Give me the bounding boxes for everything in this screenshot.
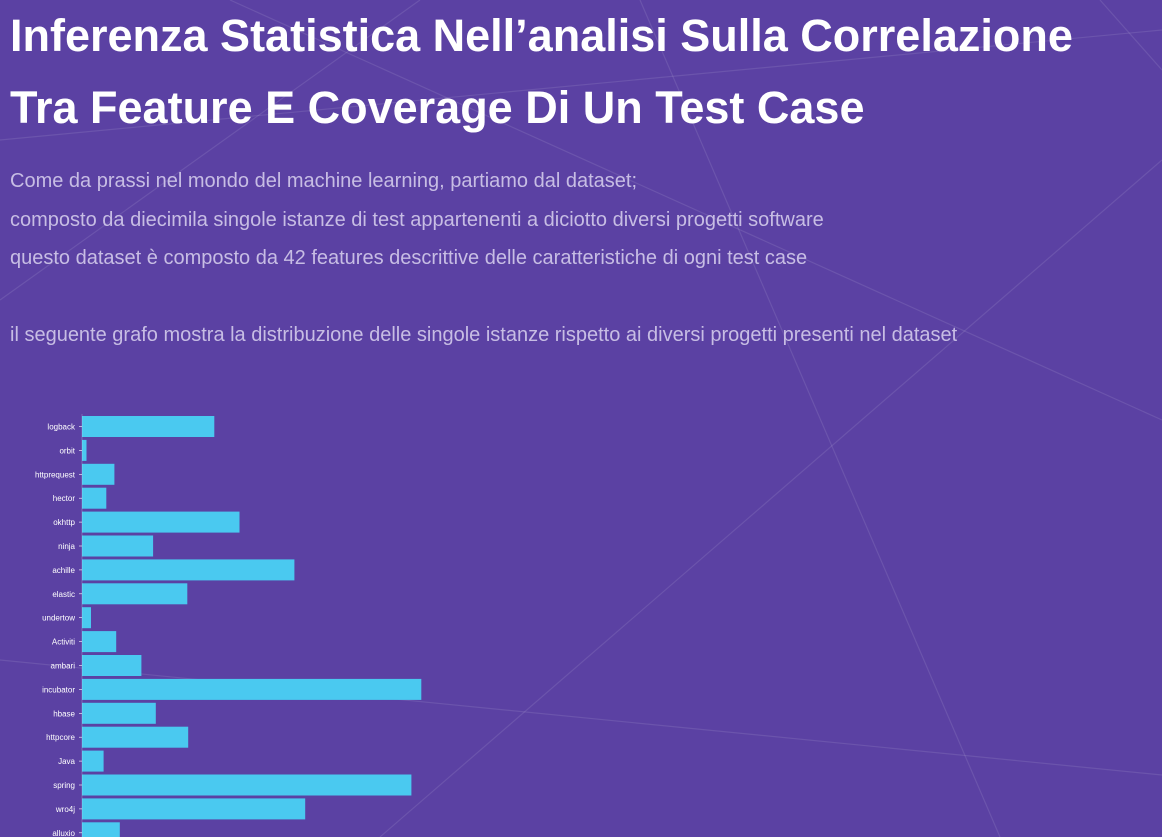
page-title: Inferenza Statistica Nell’analisi Sulla … (10, 0, 1160, 144)
bar-undertow (82, 607, 91, 629)
y-tick-label-achille: achille (52, 566, 75, 575)
y-tick-label-spring: spring (53, 781, 75, 790)
bar-ninja (82, 535, 154, 557)
intro-spacer (10, 278, 1150, 317)
page-title-line-1: Inferenza Statistica Nell’analisi Sulla … (10, 10, 1073, 61)
y-tick-label-elastic: elastic (52, 590, 75, 599)
intro-line-3: questo dataset è composto da 42 features… (10, 247, 808, 269)
page-title-line-2: Tra Feature E Coverage Di Un Test Case (10, 82, 865, 133)
bar-httpcore (82, 726, 189, 748)
y-tick-label-wro4j: wro4j (55, 805, 75, 814)
bar-elastic (82, 583, 188, 605)
bar-hector (82, 487, 107, 509)
y-tick-label-ninja: ninja (58, 542, 75, 551)
bar-orbit (82, 439, 87, 461)
bar-incubator (82, 678, 422, 700)
intro-paragraph: Come da prassi nel mondo del machine lea… (10, 162, 1150, 355)
intro-line-1: Come da prassi nel mondo del machine lea… (10, 170, 638, 192)
y-tick-label-activiti: Activiti (52, 638, 75, 647)
bar-ambari (82, 655, 142, 676)
bar-achille (82, 559, 295, 581)
y-tick-label-httpcore: httpcore (46, 733, 75, 742)
project-distribution-bar-chart: logback orbit httprequest hector okhttp ninja… (35, 414, 422, 837)
bar-activiti (82, 631, 117, 653)
bar-alluxio (82, 822, 120, 837)
bar-spring (82, 774, 412, 796)
bar-httprequest (82, 463, 115, 485)
y-tick-label-incubator: incubator (42, 685, 75, 694)
y-tick-label-logback: logback (47, 423, 76, 432)
y-tick-label-hector: hector (53, 494, 76, 503)
intro-line-2: composto da diecimila singole istanze di… (10, 208, 824, 231)
y-tick-label-httprequest: httprequest (35, 470, 76, 479)
bar-okhttp (82, 511, 240, 533)
bar-java (82, 750, 104, 772)
y-tick-label-alluxio: alluxio (52, 829, 75, 837)
y-tick-label-java: Java (58, 757, 75, 766)
bar-hbase (82, 702, 156, 724)
y-tick-label-hbase: hbase (53, 709, 75, 718)
y-tick-label-ambari: ambari (51, 662, 76, 671)
y-tick-label-orbit: orbit (59, 446, 75, 455)
bar-logback (82, 416, 215, 437)
bar-wro4j (82, 798, 306, 820)
y-tick-label-undertow: undertow (42, 614, 75, 623)
y-tick-label-okhttp: okhttp (53, 518, 75, 527)
intro-line-4: il seguente grafo mostra la distribuzion… (10, 324, 958, 346)
